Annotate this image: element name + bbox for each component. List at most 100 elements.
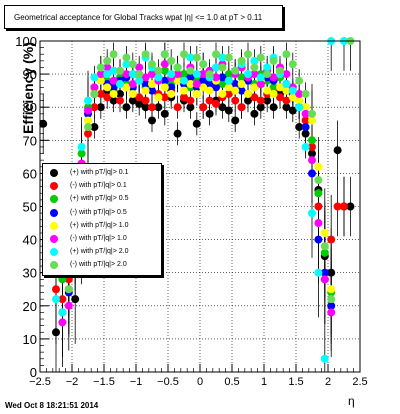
data-point-7: [186, 66, 195, 75]
data-point-3: [320, 268, 329, 277]
data-point-4: [141, 86, 150, 95]
data-point-0: [295, 123, 304, 132]
data-point-1: [250, 93, 259, 102]
axis-ticks: −2.5 −2 −1.5 −1 −0.5 0 0.5 1 1.5 2 2.5 0 10 20 30 40 50 6…: [15, 34, 367, 388]
data-point-6: [52, 295, 60, 304]
y-tick-label: 60: [23, 166, 37, 181]
x-tick-label: 1: [261, 376, 267, 388]
data-point-4: [231, 86, 240, 95]
data-point-4: [301, 103, 310, 112]
data-point-4: [128, 89, 137, 98]
data-point-0: [128, 96, 137, 105]
data-point-5: [103, 63, 112, 72]
data-point-4: [224, 83, 233, 92]
data-point-1: [333, 202, 342, 211]
data-point-5: [109, 76, 118, 85]
data-point-5: [148, 70, 156, 79]
data-point-6: [135, 76, 144, 85]
legend-label: (-) with pT/|q|> 1.0: [70, 235, 127, 242]
data-point-6: [282, 80, 291, 89]
data-point-1: [308, 142, 316, 151]
data-point-7: [64, 285, 73, 294]
data-point-6: [244, 70, 252, 79]
data-point-7: [116, 66, 124, 75]
legend-label: (+) with pT/|q|> 0.5: [70, 195, 129, 203]
data-point-4: [154, 93, 163, 102]
data-point-0: [39, 119, 48, 128]
data-point-6: [122, 60, 131, 69]
data-point-6: [295, 103, 304, 112]
x-tick-label: −2.5: [29, 376, 51, 388]
x-tick-label: 2: [325, 376, 331, 388]
data-point-1: [90, 103, 99, 112]
data-point-4: [250, 83, 259, 92]
data-point-7: [237, 56, 246, 65]
data-point-7: [109, 50, 118, 59]
y-tick-label: 10: [23, 332, 37, 347]
data-point-3: [160, 76, 169, 85]
data-point-0: [256, 103, 265, 112]
data-point-4: [269, 89, 278, 98]
data-point-6: [250, 56, 259, 65]
data-point-3: [205, 80, 214, 89]
data-point-7: [154, 66, 163, 75]
data-point-4: [103, 83, 112, 92]
legend-marker: [50, 195, 58, 204]
data-point-4: [263, 86, 272, 95]
data-point-0: [186, 103, 195, 112]
data-point-6: [103, 70, 112, 79]
data-point-0: [122, 103, 131, 112]
legend-label: (+) with pT/|q|> 1.0: [70, 221, 129, 229]
data-point-7: [250, 63, 259, 72]
data-point-1: [340, 202, 348, 211]
data-point-0: [269, 103, 278, 112]
timestamp-footer: Wed Oct 8 18:21:51 2014: [5, 401, 99, 410]
data-point-6: [263, 63, 272, 72]
legend-entry: (+) with pT/|q|> 0.1: [43, 167, 161, 179]
data-point-6: [109, 66, 118, 75]
data-point-4: [180, 86, 188, 95]
data-point-6: [192, 70, 201, 79]
data-point-7: [276, 66, 284, 75]
data-point-7: [160, 50, 169, 59]
data-point-6: [256, 73, 265, 82]
data-point-4: [308, 116, 316, 125]
data-point-7: [263, 70, 272, 79]
y-axis-label: Efficiency (%): [20, 42, 36, 134]
data-point-7: [128, 60, 137, 69]
data-point-5: [64, 301, 73, 310]
data-point-3: [167, 83, 176, 92]
data-point-0: [141, 103, 150, 112]
data-point-4: [282, 86, 291, 95]
data-point-0: [90, 123, 99, 132]
data-point-7: [212, 50, 220, 59]
data-point-1: [141, 96, 150, 105]
data-point-6: [90, 73, 99, 82]
data-point-6: [212, 63, 220, 72]
data-point-7: [288, 60, 297, 69]
y-tick-label: 100: [15, 34, 37, 49]
data-point-7: [231, 66, 240, 75]
y-tick-label: 40: [23, 233, 37, 248]
data-point-7: [192, 53, 201, 62]
data-point-1: [96, 89, 105, 98]
data-point-6: [218, 53, 227, 62]
data-point-6: [128, 70, 137, 79]
data-point-0: [288, 106, 297, 115]
data-point-2: [320, 248, 329, 257]
data-point-4: [186, 80, 195, 89]
data-point-1: [301, 116, 310, 125]
data-point-7: [314, 176, 323, 185]
data-point-7: [269, 56, 278, 65]
data-point-0: [244, 96, 252, 105]
x-tick-label: −2: [66, 376, 79, 388]
data-point-3: [141, 80, 150, 89]
x-tick-label: −1.5: [93, 376, 115, 388]
data-point-3: [231, 80, 240, 89]
data-point-7: [122, 53, 131, 62]
data-point-5: [128, 80, 137, 89]
data-point-6: [314, 268, 323, 277]
data-point-4: [237, 80, 246, 89]
data-point-1: [224, 89, 233, 98]
